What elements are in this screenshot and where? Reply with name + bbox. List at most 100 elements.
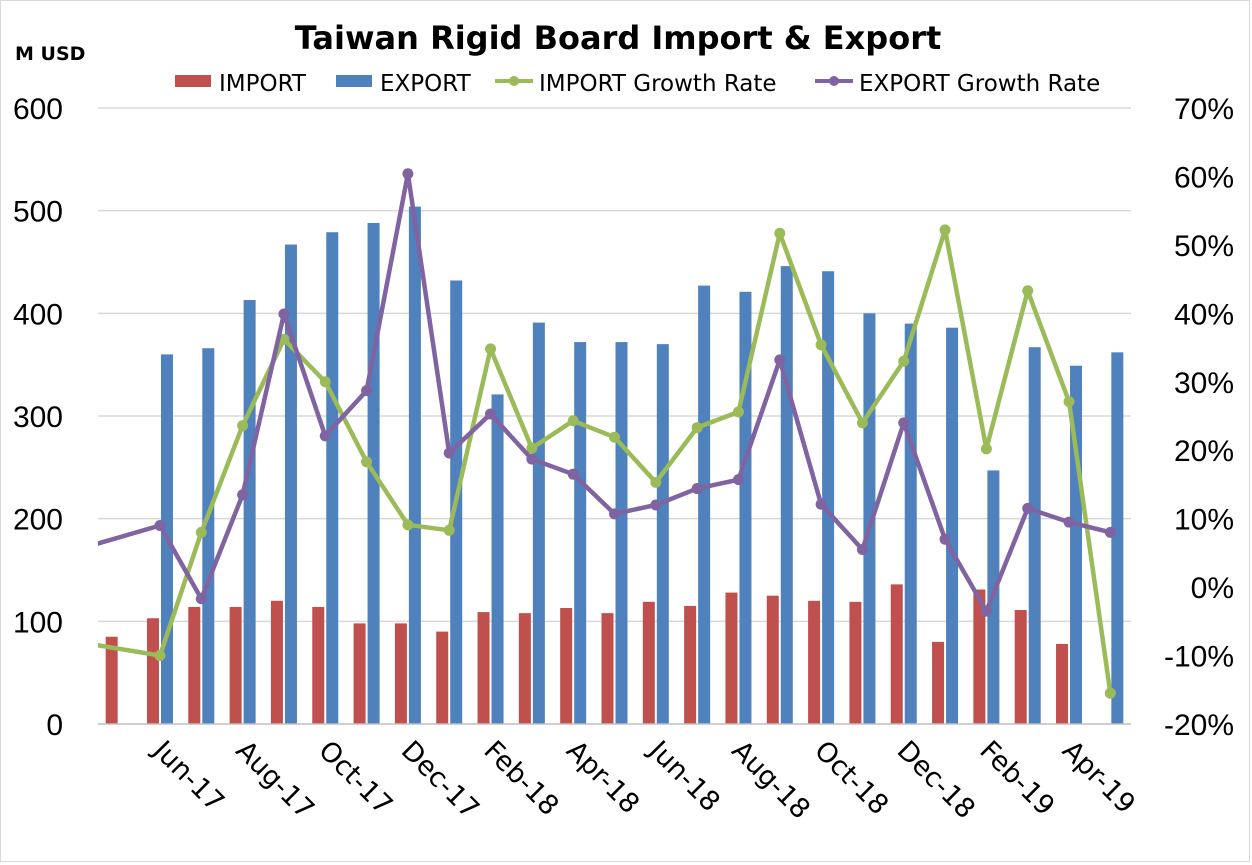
- export-growth-point: [402, 168, 414, 180]
- x-tick-label: Dec-17: [395, 735, 485, 825]
- import-bar: [270, 600, 283, 724]
- export-growth-point: [815, 498, 827, 510]
- export-bar: [698, 285, 711, 724]
- import-bar: [229, 606, 242, 724]
- y-left-tick-label: 0: [46, 709, 63, 742]
- export-growth-series: [98, 168, 1116, 617]
- import-bar: [105, 636, 118, 724]
- chart-title: Taiwan Rigid Board Import & Export: [295, 19, 942, 57]
- legend-marker: [829, 76, 839, 86]
- import-growth-point: [443, 524, 455, 536]
- y-left-unit-label: M USD: [15, 43, 85, 65]
- export-growth-point: [691, 483, 703, 495]
- legend-marker: [509, 76, 519, 86]
- y-right-tick-label: 60%: [1174, 161, 1234, 194]
- import-bar: [146, 618, 159, 724]
- x-tick-label: Apr-18: [560, 735, 645, 820]
- import-growth-point: [154, 650, 166, 662]
- import-growth-point: [691, 422, 703, 434]
- y-right-tick-label: 70%: [1174, 93, 1234, 126]
- export-growth-point: [609, 508, 620, 520]
- export-growth-point: [154, 520, 166, 532]
- x-tick-label: Apr-19: [1056, 735, 1141, 820]
- export-bar: [574, 342, 587, 724]
- import-growth-point: [815, 339, 827, 351]
- export-growth-point: [361, 385, 373, 397]
- export-growth-point: [195, 593, 207, 605]
- import-growth-point: [195, 526, 207, 538]
- y-right-tick-label: 30%: [1174, 367, 1234, 400]
- import-growth-point: [567, 415, 579, 427]
- y-right-tick-label: 10%: [1174, 504, 1234, 537]
- y-left-tick-label: 400: [13, 298, 63, 331]
- y-right-tick-label: 20%: [1174, 435, 1234, 468]
- import-bar: [932, 641, 945, 724]
- y-left-tick-label: 600: [13, 93, 63, 126]
- export-growth-point: [319, 430, 331, 442]
- import-growth-point: [237, 420, 249, 432]
- export-growth-point: [980, 605, 992, 617]
- export-bar: [532, 322, 545, 724]
- import-growth-point: [526, 442, 538, 454]
- legend-label: EXPORT: [380, 71, 472, 97]
- export-bar: [243, 299, 256, 724]
- export-bar: [326, 232, 339, 724]
- export-growth-point: [485, 408, 497, 420]
- export-growth-point: [1063, 516, 1075, 528]
- import-bar: [518, 613, 531, 724]
- x-tick-label: Feb-19: [973, 735, 1060, 822]
- import-bar: [353, 623, 366, 724]
- x-tick-label: Oct-18: [808, 735, 894, 821]
- legend-label: EXPORT Growth Rate: [859, 71, 1100, 97]
- import-growth-point: [939, 224, 951, 236]
- export-bar: [615, 342, 628, 724]
- import-growth-point: [485, 343, 497, 355]
- export-growth-point: [939, 533, 951, 545]
- export-bar: [1070, 365, 1083, 724]
- export-growth-point: [774, 354, 786, 366]
- legend-item: IMPORT Growth Rate: [495, 71, 777, 97]
- import-bar: [973, 589, 986, 724]
- import-growth-point: [732, 406, 744, 418]
- export-bar: [946, 327, 959, 724]
- import-bar: [725, 592, 738, 724]
- bars: [105, 206, 1124, 724]
- import-growth-point: [856, 417, 868, 429]
- import-growth-point: [898, 355, 910, 367]
- export-growth-point: [278, 308, 290, 320]
- x-tick-label: Dec-18: [891, 735, 981, 825]
- import-growth-point: [1063, 396, 1075, 408]
- export-growth-point: [1022, 502, 1034, 514]
- import-bar: [477, 612, 490, 724]
- import-growth-point: [319, 376, 331, 388]
- x-tick-label: Feb-18: [478, 735, 565, 822]
- export-growth-point: [1104, 526, 1116, 538]
- export-bar: [904, 323, 917, 724]
- y-right-tick-label: -20%: [1164, 709, 1234, 742]
- legend-swatch: [175, 75, 211, 87]
- import-bar: [684, 605, 697, 724]
- y-left-tick-label: 100: [13, 606, 63, 639]
- y-right-tick-label: -10%: [1164, 641, 1234, 674]
- import-bar: [642, 601, 655, 724]
- import-bar: [601, 613, 614, 724]
- export-bar: [822, 271, 835, 724]
- export-growth-point: [856, 543, 868, 555]
- import-bar: [808, 600, 821, 724]
- y-left-tick-label: 500: [13, 196, 63, 229]
- growth-lines: [98, 168, 1116, 699]
- import-bar: [560, 607, 573, 724]
- export-bar: [408, 206, 421, 724]
- import-growth-point: [774, 227, 786, 239]
- x-tick-label: Jun-18: [641, 734, 725, 818]
- export-growth-point: [732, 474, 744, 486]
- export-growth-point: [567, 468, 579, 480]
- import-bar: [766, 595, 779, 724]
- export-growth-point: [650, 499, 662, 511]
- legend-swatch: [336, 75, 372, 87]
- import-growth-point: [1022, 285, 1034, 297]
- import-bar: [436, 631, 449, 724]
- import-growth-point: [361, 456, 373, 468]
